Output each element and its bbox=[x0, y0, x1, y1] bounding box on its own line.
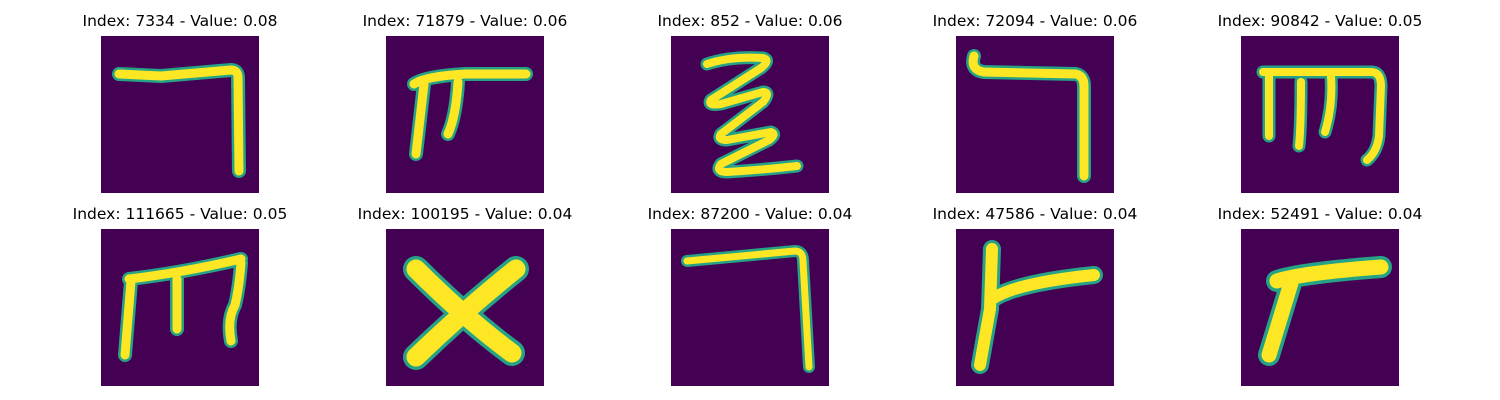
grid-panel-7: Index: 100195 - Value: 0.04 bbox=[315, 204, 615, 394]
grid-panel-3: Index: 852 - Value: 0.06 bbox=[600, 11, 900, 201]
x-cross-glyph bbox=[403, 256, 529, 370]
grid-panel-9: Index: 47586 - Value: 0.04 bbox=[885, 204, 1185, 394]
grid-panel-6: Index: 111665 - Value: 0.05 bbox=[30, 204, 330, 394]
grid-panel-5: Index: 90842 - Value: 0.05 bbox=[1170, 11, 1470, 201]
grid-panel-1: Index: 7334 - Value: 0.08 bbox=[30, 11, 330, 201]
panel-title-9: Index: 47586 - Value: 0.04 bbox=[932, 205, 1138, 223]
panel-title-7: Index: 100195 - Value: 0.04 bbox=[357, 205, 573, 223]
panel-title-8: Index: 87200 - Value: 0.04 bbox=[647, 205, 853, 223]
digit-image-4 bbox=[956, 36, 1114, 193]
digit-image-2 bbox=[386, 36, 544, 193]
digit-image-9 bbox=[956, 229, 1114, 386]
panel-title-3: Index: 852 - Value: 0.06 bbox=[657, 12, 843, 30]
zigzag-glyph bbox=[700, 51, 804, 179]
panel-title-2: Index: 71879 - Value: 0.06 bbox=[362, 12, 568, 30]
pi-shape-glyph bbox=[407, 67, 533, 161]
grid-panel-8: Index: 87200 - Value: 0.04 bbox=[600, 204, 900, 394]
m-shape-tall-glyph bbox=[118, 252, 248, 362]
panel-title-6: Index: 111665 - Value: 0.05 bbox=[72, 205, 288, 223]
panel-title-4: Index: 72094 - Value: 0.06 bbox=[932, 12, 1138, 30]
m-shape-glyph bbox=[1256, 65, 1388, 167]
r-shape-glyph bbox=[1258, 256, 1392, 366]
grid-panel-4: Index: 72094 - Value: 0.06 bbox=[885, 11, 1185, 201]
grid-panel-2: Index: 71879 - Value: 0.06 bbox=[315, 11, 615, 201]
corner-hook-curled-glyph bbox=[966, 49, 1091, 183]
digit-image-5 bbox=[1241, 36, 1399, 193]
y-branch-glyph bbox=[971, 240, 1103, 374]
digit-image-6 bbox=[101, 229, 259, 386]
digit-image-3 bbox=[671, 36, 829, 193]
corner-hook-thin-glyph bbox=[681, 245, 815, 373]
digit-image-1 bbox=[101, 36, 259, 193]
digit-image-8 bbox=[671, 229, 829, 386]
panel-title-10: Index: 52491 - Value: 0.04 bbox=[1217, 205, 1423, 223]
corner-hook-glyph bbox=[112, 63, 246, 178]
digit-image-10 bbox=[1241, 229, 1399, 386]
digit-image-7 bbox=[386, 229, 544, 386]
panel-title-5: Index: 90842 - Value: 0.05 bbox=[1217, 12, 1423, 30]
panel-title-1: Index: 7334 - Value: 0.08 bbox=[82, 12, 278, 30]
grid-panel-10: Index: 52491 - Value: 0.04 bbox=[1170, 204, 1470, 394]
